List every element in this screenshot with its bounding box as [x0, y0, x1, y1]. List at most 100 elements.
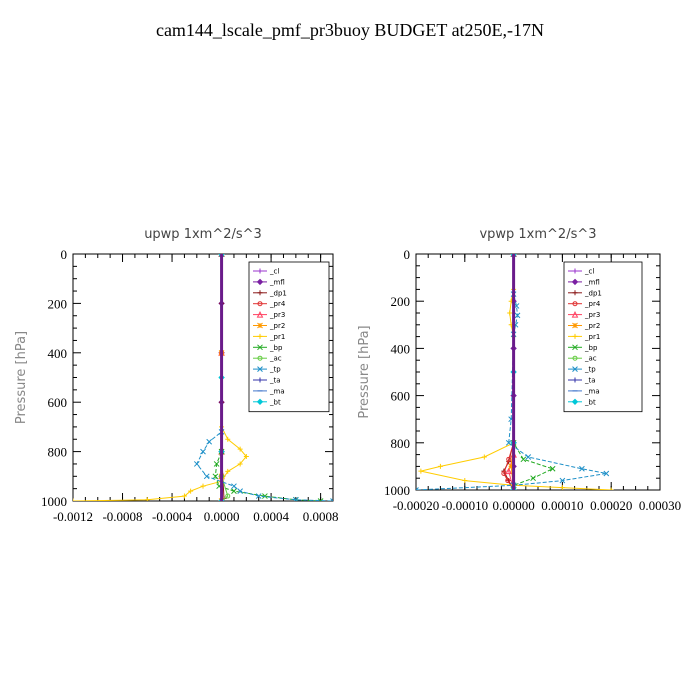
- legend-marker: [257, 366, 263, 372]
- series-line-bp: [513, 254, 554, 490]
- legend-marker: [257, 377, 263, 383]
- series-marker-pr1: [225, 436, 231, 442]
- legend-marker: [572, 301, 578, 307]
- y-tick-label: 1000: [384, 483, 410, 498]
- legend-label: _pr1: [269, 333, 285, 341]
- legend-marker: [572, 344, 578, 351]
- legend-label: _bt: [584, 398, 596, 406]
- legend: _cl _mfl _dp1 _pr4 _pr3 _pr2 _pr1 _bp _ac _tp _ta _…: [248, 261, 330, 413]
- series-marker-pr1: [73, 498, 76, 501]
- series-marker-tp: [203, 473, 210, 480]
- legend-label: _ac: [584, 355, 597, 363]
- x-tick-label: 0.0000: [204, 509, 240, 524]
- series-marker-pr1: [437, 463, 443, 469]
- series-marker-tp: [579, 465, 585, 472]
- series-marker-tp: [603, 470, 610, 477]
- y-axis-label: Pressure [hPa]: [357, 325, 372, 418]
- series-marker-tp: [514, 312, 521, 319]
- legend-label: _pr2: [584, 322, 600, 330]
- series-marker-pr1: [237, 446, 243, 452]
- series-marker-tp: [525, 454, 532, 460]
- series-marker-pr1: [237, 461, 243, 467]
- legend-label: _pr3: [269, 311, 285, 319]
- x-tick-label: 0.00020: [590, 498, 632, 513]
- series-marker-bp: [520, 456, 527, 463]
- series-marker-pr1: [200, 483, 206, 489]
- y-tick-label: 0: [404, 247, 411, 262]
- series-marker-tp: [559, 477, 566, 484]
- series-marker-bp: [212, 473, 219, 480]
- legend-marker: [257, 290, 263, 296]
- legend-marker: [257, 322, 263, 329]
- y-tick-label: 200: [48, 296, 68, 311]
- legend: _cl _mfl _dp1 _pr4 _pr3 _pr2 _pr1 _bp _ac _tp _ta _…: [563, 261, 643, 413]
- legend-label: _ta: [584, 377, 596, 385]
- x-tick-label: -0.0008: [102, 509, 142, 524]
- panel-title: upwp 1xm^2/s^3: [144, 227, 262, 242]
- legend-marker: [257, 344, 263, 351]
- series-marker-pr1: [243, 454, 249, 460]
- legend-marker: [572, 377, 578, 383]
- legend-marker: [256, 398, 264, 406]
- legend-label: _dp1: [269, 289, 287, 297]
- series-marker-tp: [330, 498, 333, 501]
- series-marker-pr1: [462, 478, 468, 484]
- series-marker-pr1: [608, 487, 614, 490]
- x-tick-label: 0.00030: [639, 498, 681, 513]
- legend-marker: [257, 355, 263, 361]
- plot-panel-1: upwp 1xm^2/s^3 Pressure [hPa] 0 200 400 600 80…: [14, 227, 338, 524]
- series-marker-pr1: [144, 497, 150, 501]
- series-marker-tp: [231, 483, 237, 490]
- y-axis-label: Pressure [hPa]: [14, 331, 29, 424]
- legend-marker: [572, 333, 578, 339]
- series-marker-pr1: [225, 468, 231, 474]
- y-tick-label: 1000: [41, 494, 67, 509]
- legend-label: _pr2: [269, 322, 285, 330]
- x-tick-label: 0.00000: [492, 498, 534, 513]
- series-marker-pr1: [188, 488, 194, 494]
- series-marker-tp: [237, 488, 243, 494]
- legend-label: _mfl: [584, 278, 600, 286]
- series-marker-bp: [213, 461, 220, 467]
- x-tick-label: 0.00010: [541, 498, 583, 513]
- legend-label: _tp: [269, 366, 281, 374]
- y-tick-label: 0: [61, 247, 68, 262]
- legend-label: _ac: [269, 355, 282, 363]
- panel-title: vpwp 1xm^2/s^3: [479, 227, 596, 242]
- y-tick-label: 400: [391, 341, 411, 356]
- series-marker-pr1: [507, 310, 513, 316]
- legend-label: _bp: [269, 344, 283, 352]
- legend-marker: [256, 278, 264, 286]
- series-marker-pr4: [506, 456, 512, 462]
- series-marker-pr4: [505, 478, 511, 484]
- x-tick-label: 0.0008: [303, 509, 339, 524]
- series-marker-pr1: [481, 454, 487, 460]
- legend-marker: [572, 366, 578, 372]
- legend-label: _ta: [269, 377, 281, 385]
- y-tick-label: 800: [48, 445, 68, 460]
- series-marker-tp: [505, 439, 512, 446]
- legend-label: _pr4: [269, 300, 286, 308]
- y-tick-label: 400: [48, 346, 68, 361]
- series-marker-tp: [206, 438, 213, 445]
- legend-marker: [257, 301, 263, 307]
- series-marker-tp: [416, 487, 419, 490]
- figure-title: cam144_lscale_pmf_pr3buoy BUDGET at250E,…: [155, 20, 545, 40]
- legend-label: _bt: [269, 398, 281, 406]
- x-tick-label: -0.0012: [53, 509, 93, 524]
- series-marker-tp: [193, 461, 200, 467]
- legend-marker: [571, 310, 579, 318]
- legend-label: _bp: [584, 344, 598, 352]
- legend-label: _pr3: [584, 311, 600, 319]
- legend-label: _cl: [584, 268, 594, 276]
- series-marker-tp: [293, 496, 299, 501]
- series-marker-tp: [218, 254, 225, 257]
- y-tick-label: 600: [48, 395, 68, 410]
- legend-label: _mfl: [269, 278, 285, 286]
- legend-marker: [256, 310, 264, 318]
- legend-label: _ma: [584, 387, 600, 395]
- legend-label: _pr4: [584, 300, 601, 308]
- y-tick-label: 800: [391, 436, 411, 451]
- series-marker-pr3: [505, 467, 513, 475]
